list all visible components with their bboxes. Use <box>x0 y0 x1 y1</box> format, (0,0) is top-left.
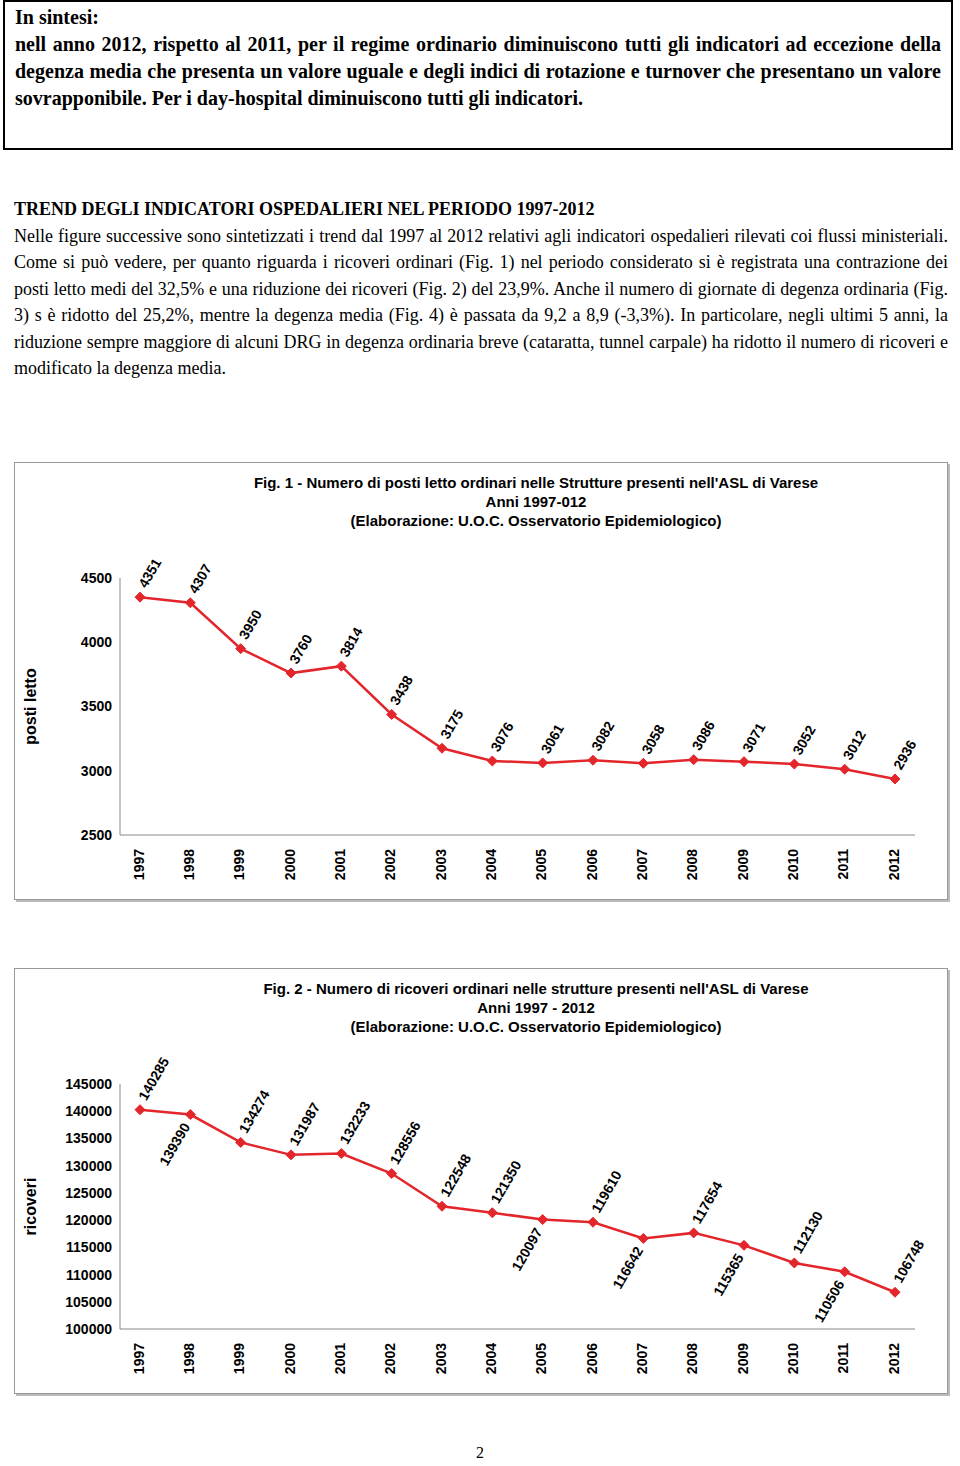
svg-text:2007: 2007 <box>634 849 650 880</box>
html-text:Fig. 2 - Numero di ricoveri or: Fig. 2 - Numero di ricoveri ordinari nel… <box>263 980 809 997</box>
html-text:Fig. 1 - Numero di posti letto: Fig. 1 - Numero di posti letto ordinari … <box>253 474 819 491</box>
svg-text:3058: 3058 <box>638 721 668 756</box>
svg-text:4307: 4307 <box>185 561 215 596</box>
html-text:Anni 1997 - 2012: Anni 1997 - 2012 <box>477 999 595 1016</box>
svg-text:2012: 2012 <box>886 849 902 880</box>
svg-text:110506: 110506 <box>811 1277 848 1325</box>
svg-text:posti letto: posti letto <box>22 668 39 745</box>
svg-text:3175: 3175 <box>437 706 467 741</box>
svg-text:1998: 1998 <box>181 1343 197 1374</box>
svg-text:2000: 2000 <box>282 849 298 880</box>
svg-text:115000: 115000 <box>66 1239 112 1255</box>
svg-text:1999: 1999 <box>231 1343 247 1374</box>
svg-text:1997: 1997 <box>131 849 147 880</box>
svg-text:2007: 2007 <box>634 1343 650 1374</box>
svg-text:2010: 2010 <box>785 849 801 880</box>
html-text:(Elaborazione: U.O.C. Osservat: (Elaborazione: U.O.C. Osservatorio Epide… <box>350 1018 722 1035</box>
svg-text:2002: 2002 <box>382 849 398 880</box>
svg-text:3052: 3052 <box>789 722 819 757</box>
svg-text:112130: 112130 <box>789 1208 826 1256</box>
svg-text:2010: 2010 <box>785 1343 801 1374</box>
svg-text:ricoveri: ricoveri <box>22 1178 39 1236</box>
svg-text:3760: 3760 <box>286 631 316 666</box>
svg-text:2500: 2500 <box>81 827 112 843</box>
svg-text:2006: 2006 <box>584 1343 600 1374</box>
html-text:TREND DEGLI INDICATORI OSPEDAL: TREND DEGLI INDICATORI OSPEDALIERI NEL P… <box>14 199 595 219</box>
svg-text:3000: 3000 <box>81 763 112 779</box>
svg-text:2003: 2003 <box>433 1343 449 1374</box>
html-text:Anni 1997-012: Anni 1997-012 <box>485 493 587 510</box>
svg-text:2011: 2011 <box>835 849 851 880</box>
svg-text:110000: 110000 <box>66 1267 112 1283</box>
html-text:2: 2 <box>476 1444 484 1461</box>
svg-text:3071: 3071 <box>739 720 769 755</box>
svg-text:125000: 125000 <box>65 1185 112 1201</box>
svg-text:2008: 2008 <box>684 1343 700 1374</box>
svg-text:3814: 3814 <box>336 624 366 659</box>
svg-text:2012: 2012 <box>886 1343 902 1374</box>
svg-text:4351: 4351 <box>135 555 165 590</box>
svg-text:2009: 2009 <box>735 849 751 880</box>
svg-text:3500: 3500 <box>81 698 112 714</box>
svg-text:2005: 2005 <box>533 1343 549 1374</box>
svg-text:3012: 3012 <box>840 727 870 762</box>
svg-text:2003: 2003 <box>433 849 449 880</box>
svg-text:117654: 117654 <box>689 1178 726 1226</box>
html-text:nell anno 2012, rispetto al 20: nell anno 2012, rispetto al 2011, per il… <box>15 33 941 109</box>
svg-text:140000: 140000 <box>65 1103 112 1119</box>
html-text:Nelle figure successive sono s: Nelle figure successive sono sintetizzat… <box>14 225 948 378</box>
svg-text:1997: 1997 <box>131 1343 147 1374</box>
svg-text:2011: 2011 <box>835 1343 851 1374</box>
svg-text:131987: 131987 <box>286 1100 323 1149</box>
svg-text:115365: 115365 <box>710 1251 747 1299</box>
svg-text:116642: 116642 <box>609 1244 646 1292</box>
svg-text:2002: 2002 <box>382 1343 398 1374</box>
svg-text:2004: 2004 <box>483 849 499 880</box>
svg-text:106748: 106748 <box>890 1237 927 1286</box>
svg-text:120000: 120000 <box>65 1212 112 1228</box>
svg-text:122548: 122548 <box>437 1151 474 1200</box>
svg-text:2001: 2001 <box>332 1343 348 1374</box>
svg-text:100000: 100000 <box>65 1321 112 1337</box>
svg-text:3061: 3061 <box>538 721 568 756</box>
svg-text:121350: 121350 <box>487 1157 524 1206</box>
svg-text:3076: 3076 <box>487 719 517 754</box>
svg-text:135000: 135000 <box>65 1130 112 1146</box>
svg-text:4500: 4500 <box>81 570 112 586</box>
svg-text:134274: 134274 <box>236 1087 273 1136</box>
svg-text:3086: 3086 <box>689 718 719 753</box>
svg-text:120097: 120097 <box>508 1225 545 1274</box>
svg-text:3950: 3950 <box>236 607 266 642</box>
svg-text:3438: 3438 <box>387 673 417 708</box>
svg-text:2009: 2009 <box>735 1343 751 1374</box>
svg-text:3082: 3082 <box>588 718 618 753</box>
html-text:In sintesi:: In sintesi: <box>15 6 99 28</box>
svg-text:2004: 2004 <box>483 1343 499 1374</box>
svg-text:140285: 140285 <box>135 1054 172 1103</box>
svg-text:119610: 119610 <box>588 1168 625 1216</box>
svg-text:1998: 1998 <box>181 849 197 880</box>
svg-text:139390: 139390 <box>156 1120 193 1169</box>
svg-text:145000: 145000 <box>65 1076 112 1092</box>
svg-text:130000: 130000 <box>65 1158 112 1174</box>
svg-text:2001: 2001 <box>332 849 348 880</box>
svg-text:2005: 2005 <box>533 849 549 880</box>
svg-text:132233: 132233 <box>336 1098 373 1147</box>
svg-text:105000: 105000 <box>65 1294 112 1310</box>
svg-text:2008: 2008 <box>684 849 700 880</box>
svg-text:1999: 1999 <box>231 849 247 880</box>
svg-text:4000: 4000 <box>81 634 112 650</box>
html-text:(Elaborazione: U.O.C. Osservat: (Elaborazione: U.O.C. Osservatorio Epide… <box>350 512 722 529</box>
svg-text:2000: 2000 <box>282 1343 298 1374</box>
svg-text:128556: 128556 <box>387 1118 424 1167</box>
svg-text:2936: 2936 <box>890 737 920 772</box>
svg-text:2006: 2006 <box>584 849 600 880</box>
